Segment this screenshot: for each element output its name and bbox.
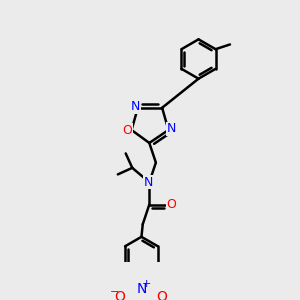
Text: N: N — [167, 122, 176, 135]
Text: O: O — [166, 198, 176, 211]
Text: O: O — [123, 124, 133, 136]
Text: O: O — [157, 290, 167, 300]
Text: N: N — [130, 100, 140, 113]
Text: −: − — [110, 287, 119, 297]
Text: O: O — [114, 290, 125, 300]
Text: +: + — [142, 279, 151, 289]
Text: N: N — [143, 176, 153, 189]
Text: N: N — [136, 281, 147, 296]
